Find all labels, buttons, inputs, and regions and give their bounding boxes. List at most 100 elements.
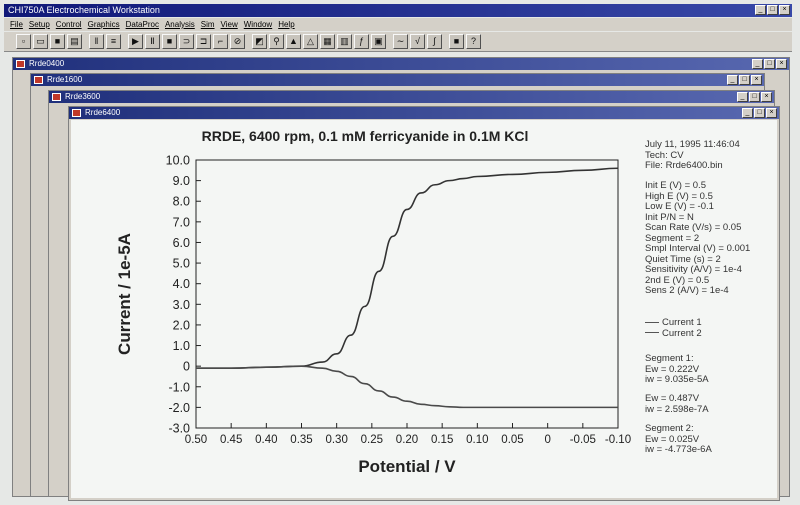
y-axis-label: Current / 1e-5A: [115, 233, 134, 355]
y-tick-label: 2.0: [173, 318, 190, 332]
restore-button[interactable]: □: [749, 92, 760, 102]
legend-line-icon: [645, 321, 659, 323]
ir-comp-icon[interactable]: ⌐: [213, 34, 228, 49]
close-button[interactable]: ×: [751, 75, 762, 85]
info-date: July 11, 1995 11:46:04: [645, 139, 740, 150]
y-tick-label: 7.0: [173, 215, 190, 229]
series-line-2: [196, 365, 618, 409]
restore-button[interactable]: □: [767, 5, 778, 15]
stop-icon[interactable]: ■: [162, 34, 177, 49]
child-window-rrde6400[interactable]: Rrde6400 _ □ ×: [68, 106, 780, 501]
parameter-line: Init P/N = N: [645, 211, 694, 223]
minimize-button[interactable]: _: [752, 59, 763, 69]
columns-icon[interactable]: ‖: [89, 34, 104, 49]
menu-bar: File Setup Control Graphics DataProc Ana…: [4, 18, 792, 31]
x-tick-label: 0.30: [325, 434, 347, 446]
menu-help[interactable]: Help: [278, 20, 295, 29]
x-tick-label: 0.15: [431, 434, 453, 446]
help-icon[interactable]: ?: [466, 34, 481, 49]
window-icon: [16, 60, 25, 68]
parameter-line: Scan Rate (V/s) = 0.05: [645, 222, 742, 233]
y-tick-label: 8.0: [173, 195, 190, 209]
info-header: July 11, 1995 11:46:04 Tech: CV File: Rr…: [645, 139, 740, 172]
save-icon[interactable]: ■: [50, 34, 65, 49]
info-file: File: Rrde6400.bin: [645, 160, 723, 171]
series-line-1: [196, 167, 619, 370]
minimize-button[interactable]: _: [737, 92, 748, 102]
minimize-button[interactable]: _: [755, 5, 766, 15]
print-icon[interactable]: ▤: [67, 34, 82, 49]
pause-icon[interactable]: Ⅱ: [145, 34, 160, 49]
window-icon: [52, 93, 61, 101]
menu-file[interactable]: File: [10, 20, 23, 29]
derivative-icon[interactable]: √: [410, 34, 425, 49]
window-title: Rrde6400: [85, 108, 121, 117]
overlay-icon[interactable]: ▦: [320, 34, 335, 49]
font-icon[interactable]: ƒ: [354, 34, 369, 49]
sim-icon[interactable]: △: [303, 34, 318, 49]
close-button[interactable]: ×: [779, 5, 790, 15]
peak-icon[interactable]: ▲: [286, 34, 301, 49]
y-tick-label: 4.0: [173, 277, 190, 291]
segment-1-label: Segment 1:: [645, 353, 694, 364]
smooth-icon[interactable]: ∼: [393, 34, 408, 49]
close-button[interactable]: ×: [776, 59, 787, 69]
segment-2-label: Segment 2:: [645, 423, 694, 434]
parameter-line: Sensitivity (A/V) = 1e-4: [645, 264, 742, 275]
copy-icon[interactable]: ▣: [371, 34, 386, 49]
menu-setup[interactable]: Setup: [28, 20, 50, 29]
cell-icon[interactable]: ⊘: [230, 34, 245, 49]
new-file-icon[interactable]: ▫: [16, 34, 31, 49]
close-button[interactable]: ×: [761, 92, 772, 102]
segment-1b-results: Ew = 0.487V iw = 2.598e-7A: [645, 393, 709, 415]
window-title: Rrde0400: [29, 59, 65, 68]
legend-item-current-1: Current 1: [645, 317, 702, 329]
next-segment-icon[interactable]: ⊐: [196, 34, 211, 49]
color-icon[interactable]: ▥: [337, 34, 352, 49]
graph-icon[interactable]: ◩: [252, 34, 267, 49]
minimize-button[interactable]: _: [727, 75, 738, 85]
menu-view[interactable]: View: [220, 20, 238, 29]
x-tick-label: 0.40: [255, 434, 277, 446]
parameter-line: Smpl Interval (V) = 0.001: [645, 243, 751, 254]
x-tick-label: 0.25: [361, 434, 383, 446]
y-tick-label: -3.0: [168, 422, 190, 436]
open-folder-icon[interactable]: ▭: [33, 34, 48, 49]
x-tick-label: -0.10: [605, 434, 631, 446]
run-icon[interactable]: ▶: [128, 34, 143, 49]
minimize-button[interactable]: _: [742, 108, 753, 118]
window-title: Rrde3600: [65, 92, 101, 101]
segment-1b-iw: iw = 2.598e-7A: [645, 403, 709, 415]
restore-button[interactable]: □: [754, 108, 765, 118]
x-tick-label: -0.05: [570, 434, 596, 446]
close-button[interactable]: ×: [766, 108, 777, 118]
menu-graphics[interactable]: Graphics: [87, 20, 120, 29]
x-tick-label: 0.50: [185, 434, 207, 446]
integrate-icon[interactable]: ∫: [427, 34, 442, 49]
x-tick-label: 0: [544, 434, 550, 446]
window-icon: [72, 109, 81, 117]
x-tick-label: 0.45: [220, 434, 242, 446]
plot-frame: [195, 159, 619, 429]
parameters-icon[interactable]: ≡: [106, 34, 121, 49]
y-tick-label: 5.0: [173, 257, 190, 271]
menu-control[interactable]: Control: [55, 20, 82, 29]
zoom-icon[interactable]: ⚲: [269, 34, 284, 49]
legend-label: Current 1: [662, 317, 702, 328]
segment-2-ew: Ew = 0.025V: [645, 433, 700, 445]
menu-analysis[interactable]: Analysis: [164, 20, 195, 29]
menu-dataproc[interactable]: DataProc: [125, 20, 159, 29]
reverse-scan-icon[interactable]: ⊃: [179, 34, 194, 49]
info-parameters: Init E (V) = 0.5 High E (V) = 0.5 Low E (V…: [645, 180, 751, 297]
restore-button[interactable]: □: [764, 59, 775, 69]
x-tick-label: 0.05: [501, 434, 523, 446]
restore-button[interactable]: □: [739, 75, 750, 85]
menu-sim[interactable]: Sim: [200, 20, 215, 29]
plot-area-client: [71, 120, 777, 498]
filter-icon[interactable]: ■: [449, 34, 464, 49]
segment-1-iw: iw = 9.035e-5A: [645, 374, 709, 385]
legend-line-icon: [645, 332, 659, 334]
window-title: Rrde1600: [47, 75, 83, 84]
menu-window[interactable]: Window: [243, 20, 273, 29]
